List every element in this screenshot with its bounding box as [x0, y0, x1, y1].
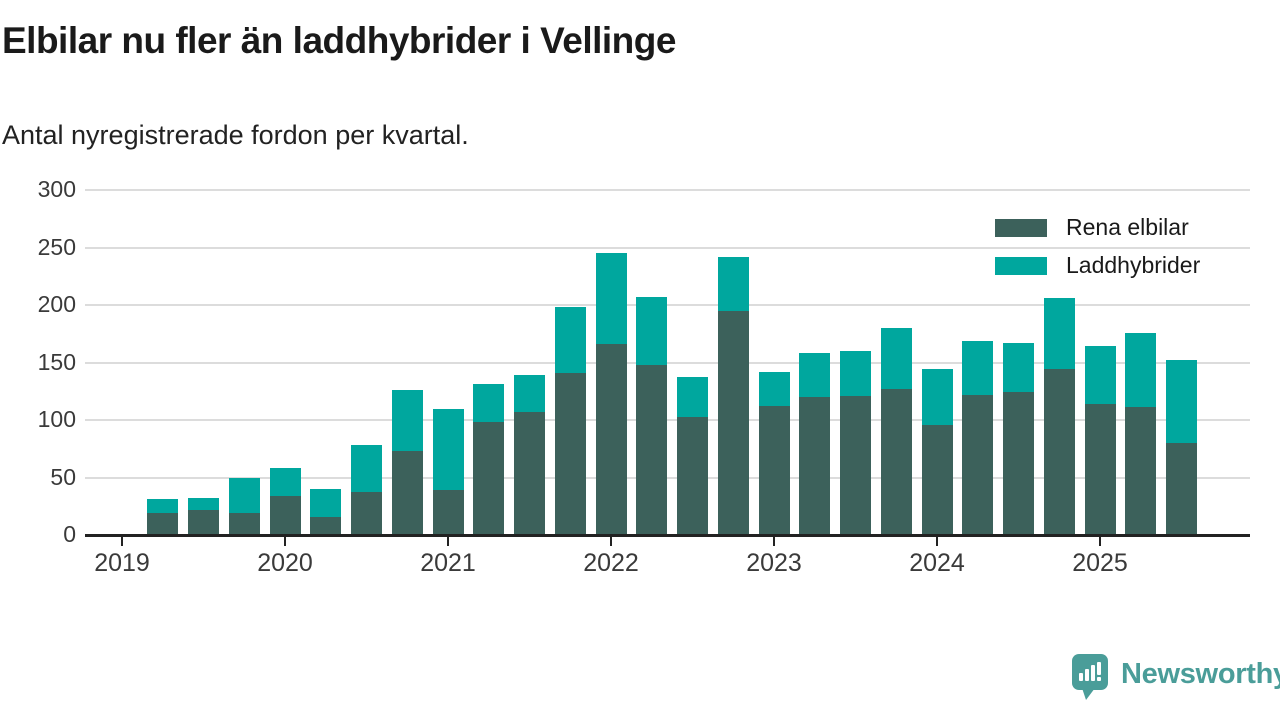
x-tick-2025 [1099, 537, 1101, 546]
bar-segment-rena-elbilar-2020q2 [310, 516, 342, 535]
legend-item-rena-elbilar: Rena elbilar [995, 214, 1200, 241]
bar-segment-rena-elbilar-2022q1 [595, 344, 627, 535]
bar-segment-laddhybrider-2023q2 [799, 353, 831, 397]
bar-segment-rena-elbilar-2019q3 [188, 509, 219, 535]
x-tick-2021 [447, 537, 449, 546]
bar-segment-laddhybrider-2021q4 [554, 307, 586, 373]
legend-label-laddhybrider: Laddhybrider [1066, 252, 1201, 278]
bar-segment-laddhybrider-2024q4 [1043, 298, 1075, 370]
bar-segment-laddhybrider-2021q3 [514, 375, 545, 412]
bar-segment-rena-elbilar-2020q3 [351, 492, 382, 535]
x-tick-label-2025: 2025 [1072, 549, 1128, 577]
gridline-200 [85, 304, 1250, 306]
gridline-150 [85, 361, 1250, 364]
chart-title: Elbilar nu fler än laddhybrider i Vellin… [2, 20, 676, 61]
bar-segment-laddhybrider-2019q2 [147, 499, 179, 514]
bar-segment-rena-elbilar-2024q3 [1003, 392, 1034, 535]
bar-segment-laddhybrider-2023q3 [840, 351, 871, 396]
bar-segment-rena-elbilar-2023q4 [880, 388, 912, 535]
legend-item-laddhybrider: Laddhybrider [995, 252, 1200, 279]
bar-segment-laddhybrider-2025q3 [1166, 360, 1197, 443]
x-tick-label-2021: 2021 [420, 549, 476, 577]
newsworthy-logo-icon [1072, 654, 1108, 700]
brand-name: Newsworthy [1121, 658, 1280, 690]
bar-segment-laddhybrider-2022q3 [677, 377, 708, 417]
bar-segment-rena-elbilar-2021q1 [432, 490, 464, 535]
bar-segment-laddhybrider-2020q4 [391, 390, 423, 452]
bar-segment-laddhybrider-2021q1 [432, 408, 464, 491]
bar-segment-rena-elbilar-2023q1 [758, 406, 790, 535]
legend-label-rena-elbilar: Rena elbilar [1066, 214, 1189, 240]
y-tick-label-200: 200 [37, 291, 76, 317]
bar-segment-rena-elbilar-2019q2 [147, 513, 179, 535]
y-tick-label-150: 150 [37, 348, 76, 375]
bar-segment-rena-elbilar-2023q2 [799, 397, 831, 535]
x-axis-line [85, 534, 1250, 537]
bar-segment-rena-elbilar-2024q2 [962, 394, 994, 535]
legend-swatch-rena-elbilar [995, 218, 1047, 237]
bar-segment-rena-elbilar-2025q3 [1166, 443, 1197, 535]
gridline-300 [85, 189, 1250, 191]
bar-segment-laddhybrider-2020q3 [351, 445, 382, 493]
legend: Rena elbilar Laddhybrider [995, 214, 1200, 290]
bar-segment-rena-elbilar-2021q3 [514, 411, 545, 535]
brand-footer: Newsworthy [1072, 654, 1280, 702]
bar-segment-rena-elbilar-2024q1 [921, 424, 953, 535]
x-tick-2019 [121, 537, 123, 546]
chart-subtitle: Antal nyregistrerade fordon per kvartal. [2, 120, 469, 150]
x-tick-2023 [773, 537, 775, 546]
x-tick-2024 [936, 537, 938, 546]
bar-segment-rena-elbilar-2019q4 [228, 513, 260, 535]
x-tick-label-2023: 2023 [746, 549, 802, 577]
bar-segment-rena-elbilar-2020q4 [391, 451, 423, 535]
bar-segment-laddhybrider-2022q4 [717, 256, 749, 311]
x-tick-2020 [284, 537, 286, 546]
bar-segment-laddhybrider-2023q4 [880, 328, 912, 389]
bar-segment-laddhybrider-2019q3 [188, 498, 219, 510]
bar-segment-rena-elbilar-2024q4 [1043, 369, 1075, 535]
bar-segment-laddhybrider-2021q2 [473, 384, 505, 423]
x-tick-2022 [610, 537, 612, 546]
y-tick-label-300: 300 [37, 176, 76, 202]
y-tick-label-100: 100 [37, 406, 76, 432]
bar-segment-rena-elbilar-2020q1 [269, 495, 301, 535]
bar-segment-rena-elbilar-2025q2 [1125, 407, 1157, 535]
bar-segment-rena-elbilar-2021q4 [554, 372, 586, 535]
bar-segment-laddhybrider-2023q1 [758, 371, 790, 407]
bar-segment-rena-elbilar-2023q3 [840, 395, 871, 535]
x-tick-label-2022: 2022 [583, 549, 639, 577]
bar-segment-laddhybrider-2020q2 [310, 489, 342, 517]
bar-segment-laddhybrider-2022q2 [636, 296, 668, 365]
bar-segment-laddhybrider-2025q1 [1084, 346, 1116, 404]
bar-segment-laddhybrider-2020q1 [269, 468, 301, 496]
x-tick-label-2024: 2024 [909, 549, 965, 577]
x-tick-label-2020: 2020 [257, 549, 313, 577]
bar-segment-laddhybrider-2022q1 [595, 253, 627, 345]
gridline-100 [85, 419, 1250, 421]
bar-segment-rena-elbilar-2022q2 [636, 364, 668, 535]
bar-segment-laddhybrider-2025q2 [1125, 332, 1157, 408]
y-tick-label-250: 250 [37, 233, 76, 260]
bar-segment-rena-elbilar-2022q3 [677, 416, 708, 535]
gridline-250 [85, 246, 1250, 249]
y-tick-label-0: 0 [63, 521, 76, 547]
bar-segment-laddhybrider-2019q4 [228, 477, 260, 514]
bar-segment-rena-elbilar-2021q2 [473, 422, 505, 535]
bar-segment-laddhybrider-2024q2 [962, 340, 994, 395]
bar-segment-rena-elbilar-2025q1 [1084, 403, 1116, 535]
x-tick-label-2019: 2019 [94, 549, 150, 577]
gridline-50 [85, 476, 1250, 479]
legend-swatch-laddhybrider [995, 256, 1047, 275]
bar-segment-laddhybrider-2024q3 [1003, 342, 1034, 393]
y-tick-label-50: 50 [50, 463, 76, 490]
bar-segment-rena-elbilar-2022q4 [717, 310, 749, 535]
bar-segment-laddhybrider-2024q1 [921, 369, 953, 425]
